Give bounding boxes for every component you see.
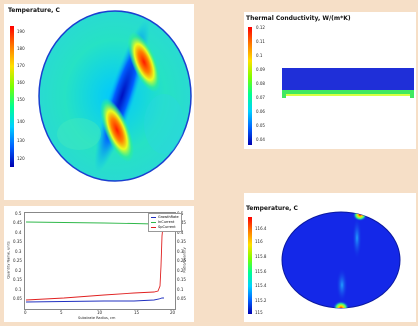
- colorbar-tick: 180: [17, 46, 25, 51]
- y-right-tick: 0.4: [177, 230, 184, 235]
- colorbar-tick: 115.8: [255, 254, 267, 259]
- y-left-tick: 0.5: [15, 211, 22, 216]
- y-left-tick: 0.25: [13, 258, 22, 263]
- colorbar-tick: 0.04: [256, 137, 265, 142]
- x-tick: 15: [134, 310, 140, 315]
- colorbar-tick: 0.05: [256, 123, 265, 128]
- colorbar-tick: 115: [255, 310, 263, 315]
- temperature-disk-contour: [38, 10, 192, 182]
- colorbar-tick: 0.06: [256, 109, 265, 114]
- y-left-tick: 0.35: [13, 239, 22, 244]
- chart-x-axis-label: Substrate Radius, cm: [78, 316, 116, 320]
- conductivity-substrate-profile: [282, 68, 414, 98]
- colorbar-tick: 116: [255, 239, 263, 244]
- series-sp-current-line: [25, 223, 165, 301]
- y-right-tick: 0.1: [177, 287, 184, 292]
- temperature-map-title: Temperature, C: [8, 7, 60, 14]
- temperature-map-2-title: Temperature, C: [246, 205, 298, 212]
- colorbar-tick: 0.07: [256, 95, 265, 100]
- legend-item: GrowthRate: [151, 215, 179, 220]
- x-tick: 10: [97, 310, 103, 315]
- thermal-conductivity-title: Thermal Conductivity, W/(m*K): [246, 15, 351, 22]
- y-right-tick: 0.3: [177, 249, 184, 254]
- legend-item: SpCurrent: [151, 225, 179, 230]
- y-right-tick: 0.35: [177, 239, 186, 244]
- colorbar-tick: 0.09: [256, 67, 265, 72]
- temperature-2-colorbar: [248, 217, 252, 314]
- colorbar-tick: 115.6: [255, 269, 267, 274]
- y-left-tick: 0.15: [13, 277, 22, 282]
- colorbar-tick: 0.12: [256, 25, 265, 30]
- conductivity-colorbar: [248, 27, 252, 145]
- temperature-colorbar: [10, 26, 14, 167]
- y-left-tick: 0.4: [15, 230, 22, 235]
- colorbar-tick: 115.4: [255, 283, 267, 288]
- colorbar-tick: 0.08: [256, 81, 265, 86]
- colorbar-tick: 115.2: [255, 298, 267, 303]
- y-left-tick: 0.2: [15, 268, 22, 273]
- y-left-tick: 0.45: [13, 220, 22, 225]
- y-right-tick: 0.2: [177, 268, 184, 273]
- y-right-tick: 0.15: [177, 277, 186, 282]
- y-right-tick: 0.05: [177, 296, 186, 301]
- colorbar-tick: 140: [17, 119, 25, 124]
- colorbar-tick: 170: [17, 63, 25, 68]
- series-in-current-line: [25, 297, 164, 303]
- temperature-2-disk-contour: [281, 211, 401, 309]
- colorbar-tick: 160: [17, 80, 25, 85]
- y-left-tick: 0.3: [15, 249, 22, 254]
- colorbar-tick: 0.11: [256, 39, 265, 44]
- thermal-conductivity-panel: Thermal Conductivity, W/(m*K) 0.12 0.11 …: [244, 12, 416, 149]
- colorbar-tick: 190: [17, 29, 25, 34]
- colorbar-tick: 116.4: [255, 226, 267, 231]
- colorbar-tick: 0.1: [256, 53, 263, 58]
- temperature-map-panel: Temperature, C 190 180 170 160 150 140 1…: [4, 4, 194, 200]
- y-left-tick: 0.05: [13, 296, 22, 301]
- colorbar-tick: 120: [17, 156, 25, 161]
- x-tick: 20: [170, 310, 176, 315]
- y-left-tick: 0.1: [15, 287, 22, 292]
- temperature-map-2-panel: Temperature, C 116.4 116 115.8 115.6 115…: [244, 193, 416, 322]
- radial-profile-chart-panel: 0.5 0.45 0.4 0.35 0.3 0.25 0.2 0.15 0.1 …: [4, 206, 194, 322]
- y-right-tick: 0.25: [177, 258, 186, 263]
- x-tick: 0: [24, 310, 27, 315]
- chart-legend: GrowthRate InCurrent SpCurrent: [148, 213, 182, 232]
- series-growth-rate-line: [25, 221, 165, 227]
- colorbar-tick: 130: [17, 138, 25, 143]
- x-tick: 5: [60, 310, 63, 315]
- legend-item: InCurrent: [151, 220, 179, 225]
- colorbar-tick: 150: [17, 97, 25, 102]
